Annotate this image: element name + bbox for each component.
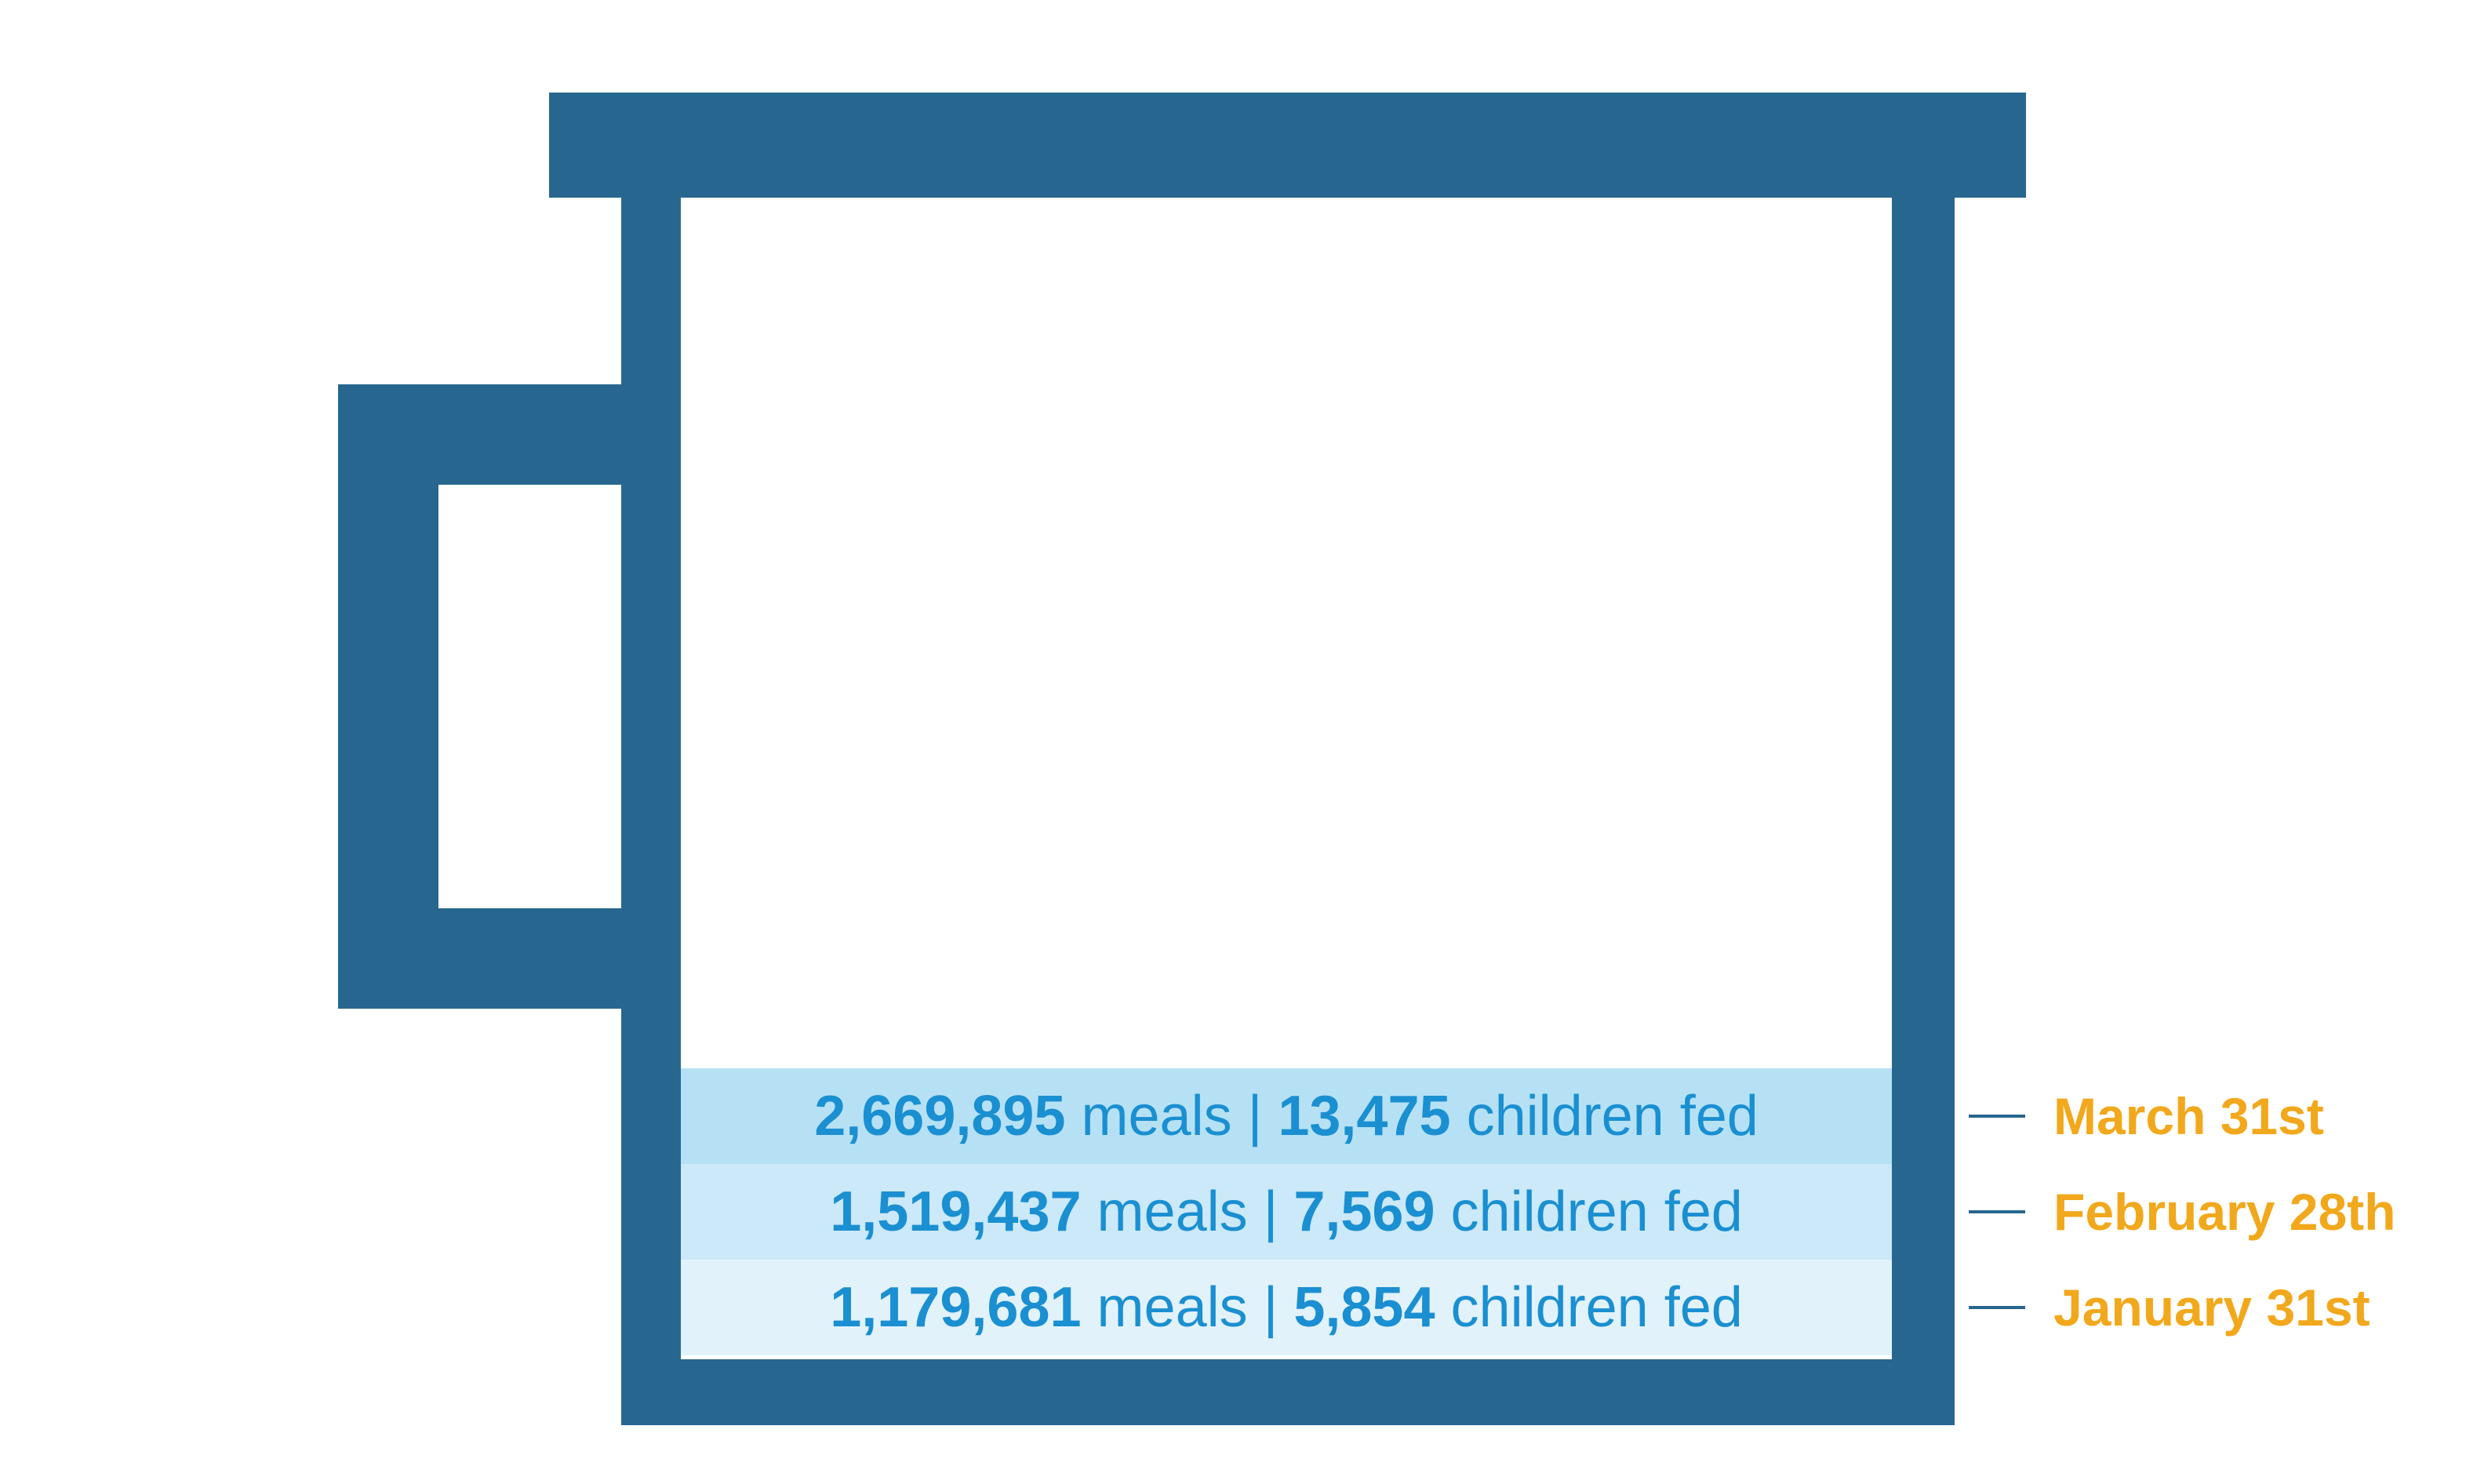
mug-right-wall: [1892, 198, 1955, 1425]
separator: |: [1263, 1276, 1279, 1339]
fill-level-january: 1,179,681 meals | 5,854 children fed: [681, 1260, 1892, 1355]
children-count: 7,569: [1293, 1180, 1435, 1243]
date-marker-january: January 31st: [1969, 1260, 2370, 1355]
date-label: January 31st: [2053, 1278, 2370, 1337]
mug-left-wall: [621, 198, 681, 1425]
mug-handle-opening: [438, 485, 621, 908]
meals-label: meals: [1081, 1085, 1232, 1148]
mug-rim: [549, 93, 2026, 198]
children-count: 5,854: [1293, 1276, 1435, 1339]
separator: |: [1263, 1180, 1279, 1243]
date-marker-march: March 31st: [1969, 1068, 2324, 1164]
date-label: February 28th: [2053, 1183, 2396, 1241]
date-label: March 31st: [2053, 1087, 2324, 1145]
fill-level-february: 1,519,437 meals | 7,569 children fed: [681, 1164, 1892, 1260]
children-label: children fed: [1450, 1180, 1743, 1243]
meals-label: meals: [1097, 1276, 1248, 1339]
date-marker-february: February 28th: [1969, 1164, 2395, 1260]
meals-label: meals: [1097, 1180, 1248, 1243]
marker-tick: [1969, 1210, 2025, 1213]
marker-tick: [1969, 1306, 2025, 1309]
meals-count: 1,519,437: [830, 1180, 1082, 1243]
separator: |: [1247, 1085, 1263, 1148]
children-count: 13,475: [1278, 1085, 1451, 1148]
meals-count: 2,669,895: [814, 1085, 1066, 1148]
meals-count: 1,179,681: [830, 1276, 1082, 1339]
children-label: children fed: [1466, 1085, 1759, 1148]
fill-level-march: 2,669,895 meals | 13,475 children fed: [681, 1068, 1892, 1164]
marker-tick: [1969, 1115, 2025, 1118]
mug-base: [621, 1359, 1955, 1425]
children-label: children fed: [1450, 1276, 1743, 1339]
